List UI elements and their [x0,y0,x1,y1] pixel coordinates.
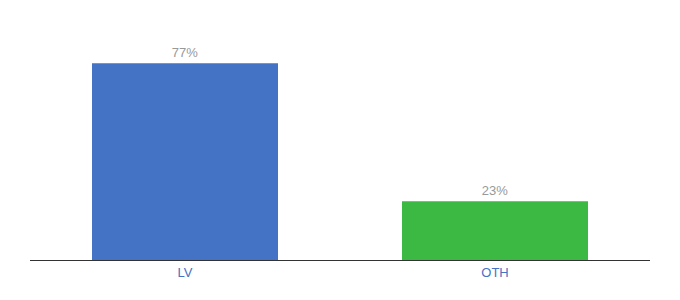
svg-text:77%: 77% [172,45,198,60]
svg-text:LV: LV [178,265,193,280]
svg-text:OTH: OTH [481,265,508,280]
svg-text:23%: 23% [482,183,508,198]
